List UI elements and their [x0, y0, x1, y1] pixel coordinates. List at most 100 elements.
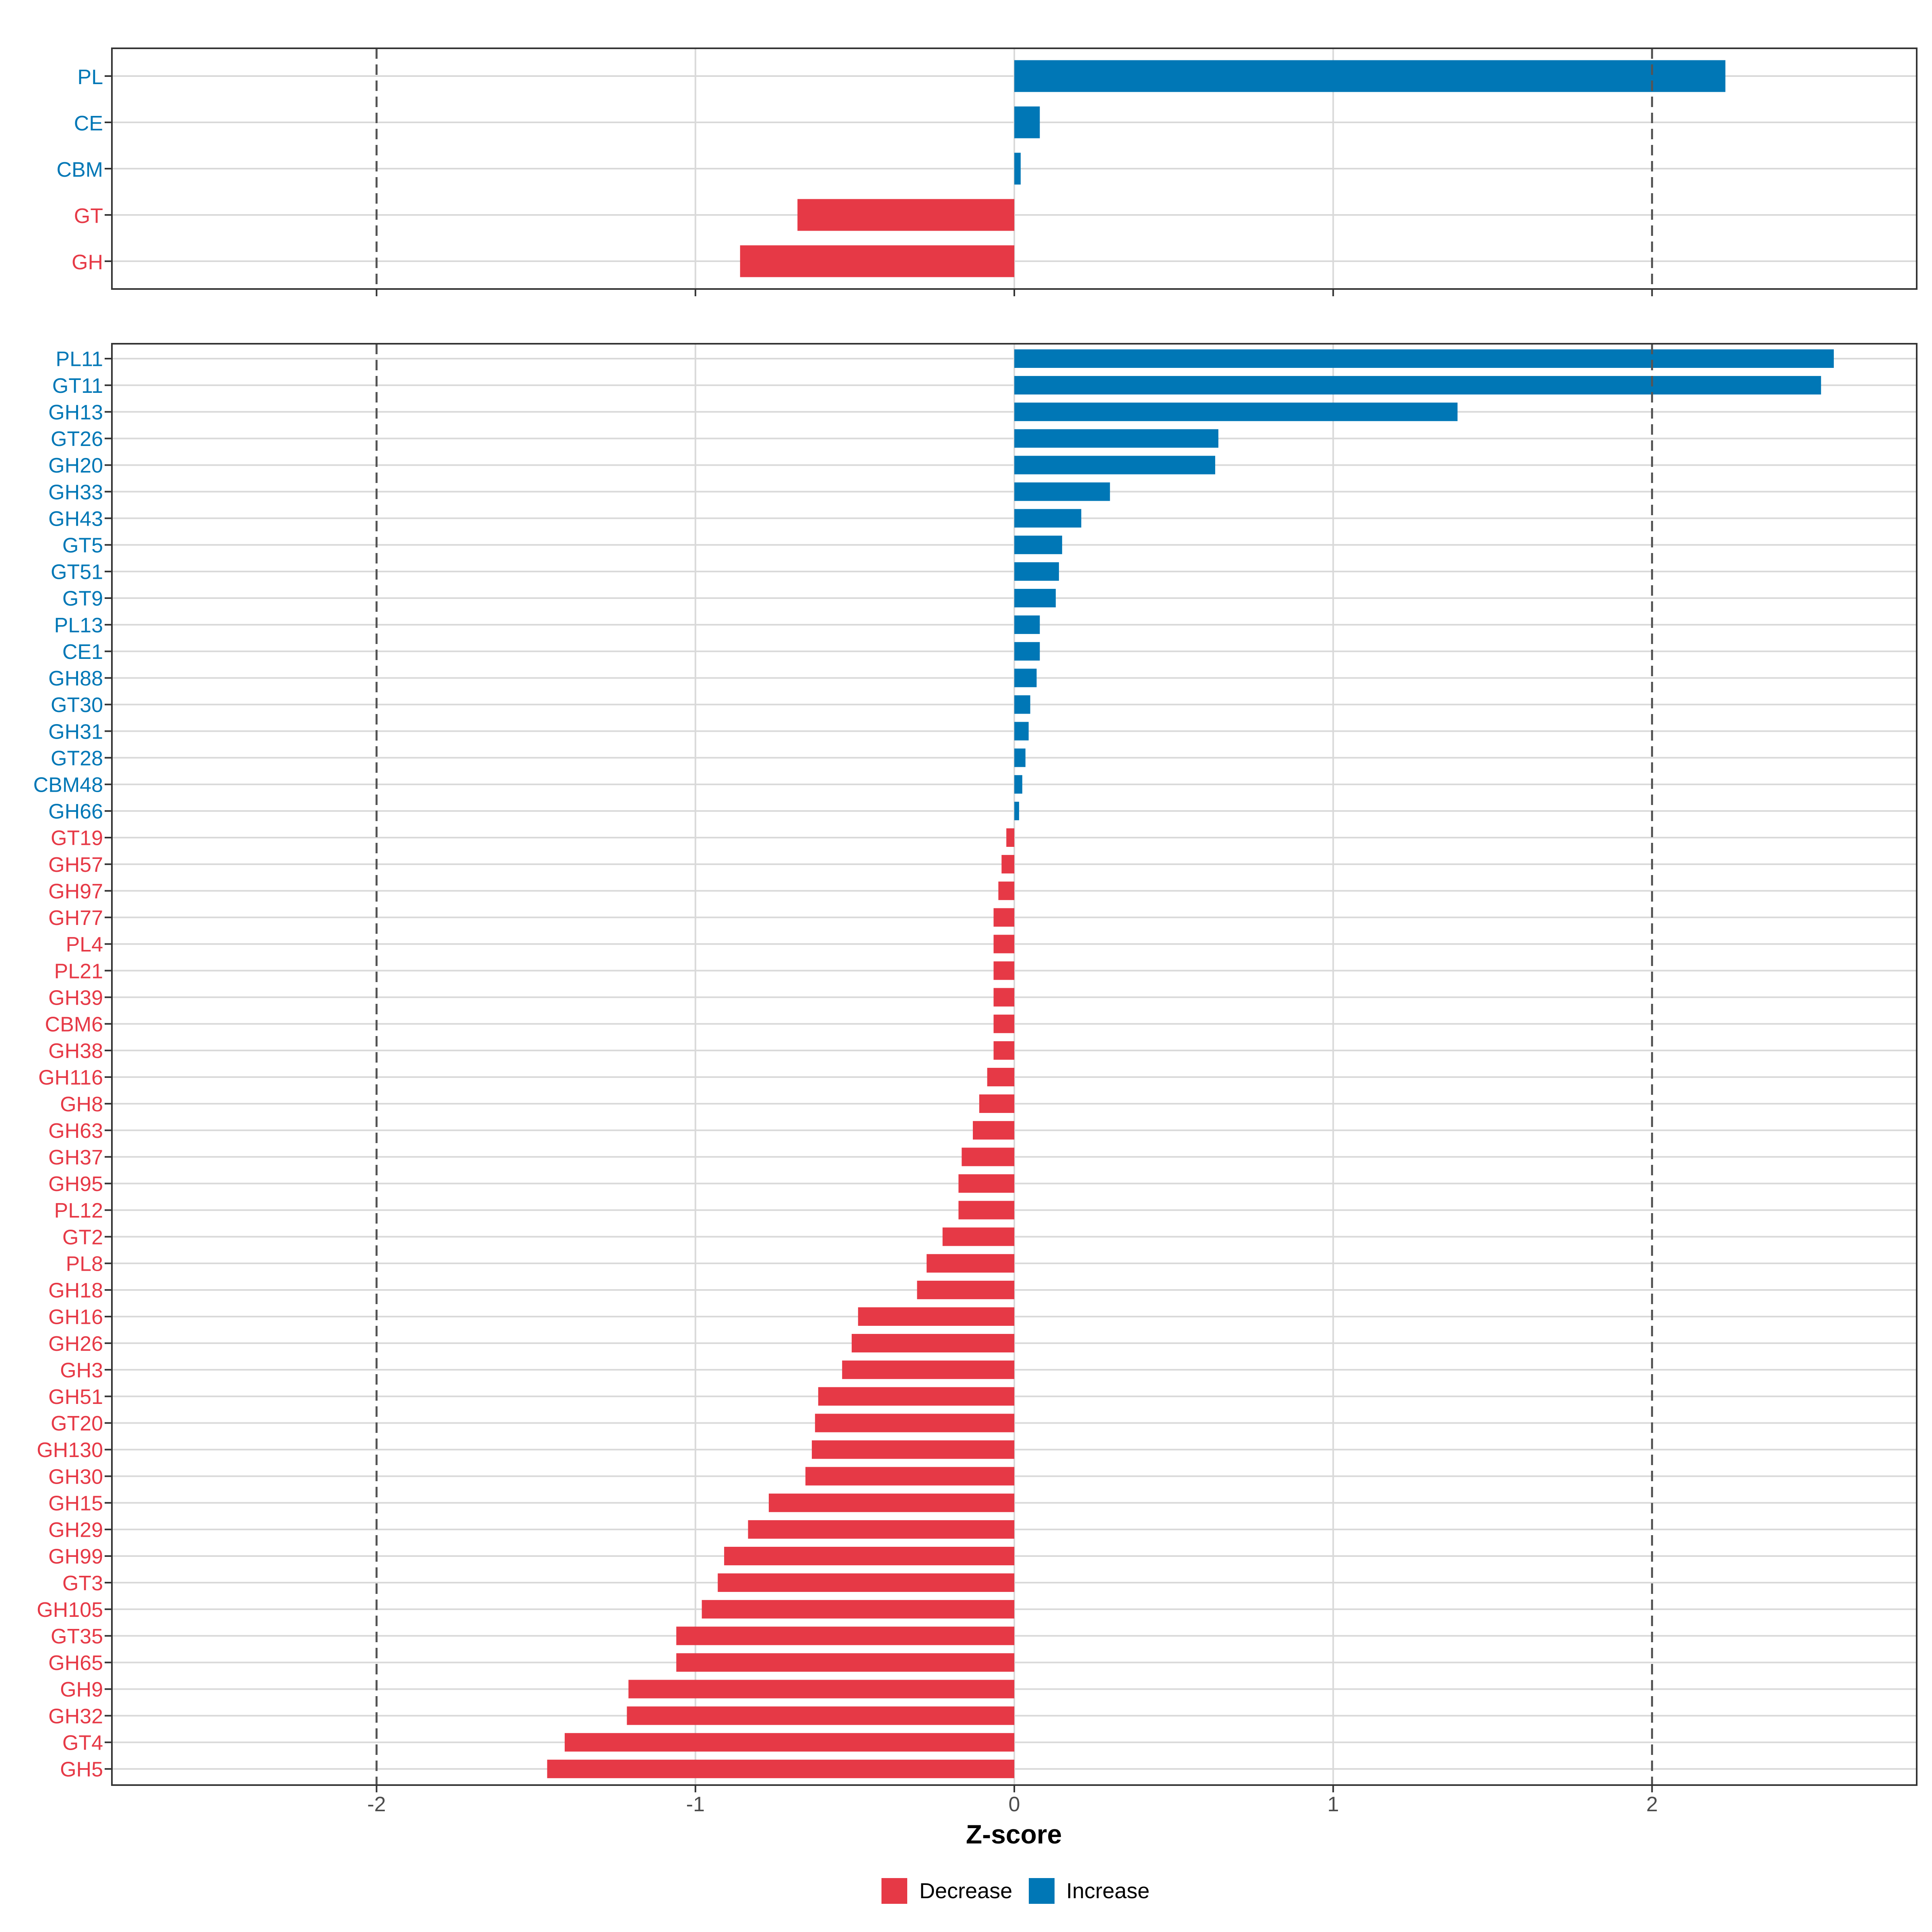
y-tick-label: GH20 — [48, 454, 103, 477]
bar-gh88 — [1014, 669, 1037, 687]
bar-gt30 — [1014, 695, 1030, 714]
bar-gt — [797, 199, 1014, 231]
bar-gh99 — [724, 1546, 1014, 1565]
x-tick-label: -1 — [686, 1793, 705, 1816]
legend-label-increase: Increase — [1066, 1879, 1150, 1903]
y-tick-label: GH97 — [48, 880, 103, 903]
bar-gt3 — [718, 1573, 1014, 1592]
bar-gh39 — [993, 988, 1014, 1007]
bar-gh30 — [805, 1467, 1014, 1486]
bar-gt9 — [1014, 588, 1056, 607]
bar-gh33 — [1014, 482, 1110, 501]
y-tick-label: PL21 — [54, 960, 103, 983]
bar-gh37 — [962, 1148, 1014, 1166]
y-tick-label: GH57 — [48, 853, 103, 877]
y-tick-label: GH95 — [48, 1172, 103, 1196]
y-tick-label: PL4 — [66, 933, 103, 956]
y-tick-label: GH37 — [48, 1146, 103, 1169]
bar-gh51 — [818, 1387, 1014, 1406]
bar-pl21 — [993, 961, 1014, 980]
y-tick-label: GT20 — [51, 1412, 103, 1435]
y-tick-label: GH31 — [48, 720, 103, 743]
x-tick-label: 1 — [1327, 1793, 1339, 1816]
bar-gh26 — [851, 1334, 1014, 1353]
bar-gh9 — [628, 1680, 1014, 1699]
y-tick-label: GH8 — [60, 1093, 103, 1116]
x-tick-label: -2 — [367, 1793, 386, 1816]
bar-gt35 — [676, 1627, 1014, 1645]
y-tick-label: CE1 — [62, 640, 103, 664]
y-tick-label: GH38 — [48, 1040, 103, 1063]
y-tick-label: GH3 — [60, 1359, 103, 1382]
bar-gh105 — [702, 1600, 1014, 1619]
y-tick-label: GH — [72, 251, 103, 274]
bar-gh20 — [1014, 456, 1216, 475]
bar-gt19 — [1006, 828, 1014, 847]
y-tick-label: GT3 — [62, 1572, 103, 1595]
y-tick-label: GH29 — [48, 1519, 103, 1542]
bar-pl — [1014, 60, 1726, 92]
bar-gh66 — [1014, 801, 1019, 820]
y-tick-label: GT26 — [51, 427, 103, 451]
x-axis-label: Z-score — [966, 1819, 1062, 1849]
y-tick-label: GT9 — [62, 587, 103, 611]
y-tick-label: CBM48 — [33, 773, 103, 797]
bar-gh130 — [811, 1440, 1014, 1459]
y-tick-label: PL12 — [54, 1199, 103, 1222]
y-tick-label: GH66 — [48, 800, 103, 824]
y-tick-label: PL8 — [66, 1252, 103, 1276]
y-tick-label: GT11 — [52, 374, 103, 398]
bar-gh3 — [842, 1360, 1014, 1379]
y-tick-label: CE — [74, 112, 103, 135]
y-tick-label: GH51 — [48, 1385, 103, 1409]
bar-gh — [740, 245, 1014, 277]
bar-gh31 — [1014, 722, 1029, 741]
y-tick-label: GH9 — [60, 1678, 103, 1701]
bar-gh43 — [1014, 509, 1082, 528]
y-tick-label: GH18 — [48, 1279, 103, 1302]
y-tick-label: GT2 — [62, 1226, 103, 1249]
legend-swatch-increase — [1029, 1878, 1055, 1904]
bar-gh32 — [627, 1706, 1014, 1725]
y-tick-label: PL11 — [56, 348, 103, 371]
bar-cbm48 — [1014, 775, 1022, 794]
bar-gt5 — [1014, 535, 1062, 554]
bar-ce1 — [1014, 642, 1040, 661]
y-tick-label: GH5 — [60, 1758, 103, 1781]
y-tick-label: GH99 — [48, 1545, 103, 1569]
bar-ce — [1014, 106, 1040, 138]
y-tick-label: GH13 — [48, 401, 103, 424]
bar-gh13 — [1014, 402, 1458, 421]
y-tick-label: GT19 — [51, 827, 103, 850]
y-tick-label: GT51 — [51, 561, 103, 584]
bar-gh65 — [676, 1653, 1014, 1672]
bar-gt11 — [1014, 376, 1821, 395]
bar-gh15 — [768, 1493, 1014, 1512]
x-tick-label: 0 — [1009, 1793, 1020, 1816]
bar-pl11 — [1014, 349, 1834, 368]
y-tick-label: GH32 — [48, 1705, 103, 1728]
bar-gh8 — [979, 1094, 1014, 1113]
bar-gh38 — [993, 1041, 1014, 1060]
y-tick-label: PL — [77, 66, 103, 89]
bar-gh116 — [987, 1067, 1014, 1086]
bar-gh57 — [1001, 855, 1014, 874]
bar-gh97 — [998, 881, 1014, 900]
y-tick-label: GH77 — [48, 906, 103, 930]
y-tick-label: GT4 — [62, 1731, 103, 1754]
bar-gt2 — [942, 1227, 1014, 1246]
bar-gh16 — [858, 1307, 1014, 1326]
bar-cbm6 — [993, 1014, 1014, 1033]
bar-pl13 — [1014, 615, 1040, 634]
bar-cbm — [1014, 153, 1021, 185]
bar-gh77 — [993, 908, 1014, 927]
legend-swatch-decrease — [881, 1878, 907, 1904]
y-tick-label: GT35 — [51, 1625, 103, 1648]
bar-gh18 — [917, 1280, 1014, 1299]
bar-pl12 — [958, 1201, 1014, 1220]
y-tick-label: GH105 — [37, 1598, 103, 1622]
y-tick-label: GH15 — [48, 1492, 103, 1515]
y-tick-label: GH26 — [48, 1332, 103, 1356]
y-tick-label: GH88 — [48, 667, 103, 690]
